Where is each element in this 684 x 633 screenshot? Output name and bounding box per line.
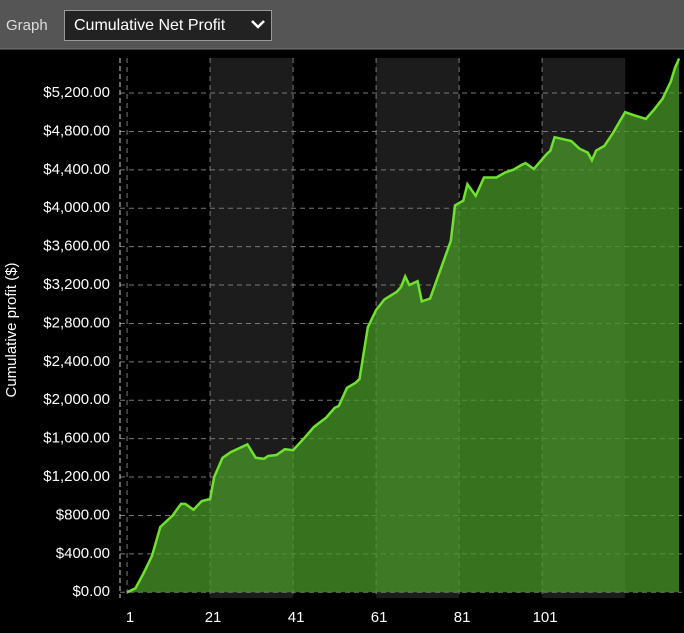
x-tick-label: 21	[205, 609, 222, 626]
y-tick-label: $2,800.00	[43, 314, 110, 331]
y-tick-label: $400.00	[56, 545, 110, 562]
y-tick-label: $2,000.00	[43, 391, 110, 408]
y-tick-label: $4,400.00	[43, 161, 110, 178]
y-tick-label: $4,800.00	[43, 122, 110, 139]
y-tick-label: $3,200.00	[43, 276, 110, 293]
x-tick-label: 101	[533, 609, 558, 626]
y-tick-label: $4,000.00	[43, 199, 110, 216]
y-tick-label: $3,600.00	[43, 238, 110, 255]
x-tick-label: 81	[454, 609, 471, 626]
x-tick-label: 61	[371, 609, 388, 626]
x-tick-label: 1	[126, 609, 134, 626]
y-tick-label: $800.00	[56, 506, 110, 523]
y-tick-label: $2,400.00	[43, 353, 110, 370]
dropdown-box[interactable]	[64, 10, 272, 41]
y-tick-label: $1,600.00	[43, 430, 110, 447]
x-tick-label: 41	[288, 609, 305, 626]
graph-label: Graph	[6, 17, 48, 34]
y-tick-label: $0.00	[72, 583, 110, 600]
y-tick-label: $5,200.00	[43, 84, 110, 101]
dropdown-text[interactable]: Cumulative Net Profit	[74, 17, 226, 34]
profit-line	[126, 57, 681, 594]
y-tick-label: $1,200.00	[43, 468, 110, 485]
dropdown-chevron[interactable]	[251, 20, 265, 29]
y-axis-label: Cumulative profit ($)	[3, 262, 20, 397]
graph-dropdown[interactable]: Cumulative Net Profit	[64, 10, 272, 41]
